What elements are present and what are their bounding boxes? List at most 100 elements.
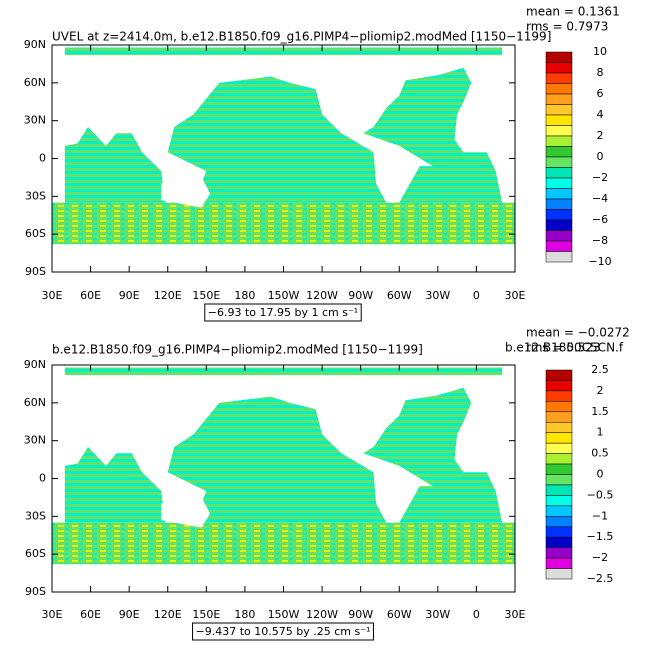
lon-label: 120E xyxy=(154,289,182,302)
colorbar-box xyxy=(545,188,573,200)
lon-label: 90E xyxy=(119,608,140,621)
lat-label: 90S xyxy=(25,585,46,598)
lon-label: 30W xyxy=(425,289,450,302)
lon-label: 90W xyxy=(348,608,373,621)
colorbar-box xyxy=(545,114,573,126)
colorbar-box xyxy=(545,240,573,252)
rms-label: rms = 0.7973 xyxy=(526,20,608,34)
colorbar-label: −1 xyxy=(592,509,608,522)
ocean-field xyxy=(363,387,503,523)
southern-ocean-field xyxy=(52,202,515,245)
lat-label: 60N xyxy=(24,396,46,409)
colorbar-label: 2.5 xyxy=(591,363,609,376)
colorbar-label: −10 xyxy=(588,255,611,268)
colorbar-label: −6 xyxy=(592,213,608,226)
ocean-field xyxy=(167,396,387,523)
lon-label: 180 xyxy=(234,289,255,302)
colorbar-box xyxy=(545,198,573,210)
lon-label: 30W xyxy=(425,608,450,621)
colorbar-box xyxy=(545,411,573,423)
colorbar-label: 0.5 xyxy=(591,447,609,460)
colorbar-box xyxy=(545,495,573,507)
lon-label: 120W xyxy=(306,289,338,302)
colorbar-box xyxy=(545,390,573,402)
lat-label: 60S xyxy=(25,227,46,240)
lon-label: 30E xyxy=(505,608,526,621)
arctic-field xyxy=(64,47,503,56)
colorbar-label: 2 xyxy=(597,384,604,397)
colorbar-label: 1.5 xyxy=(591,405,609,418)
lon-label: 90E xyxy=(119,289,140,302)
panel-title: UVEL at z=2414.0m, b.e12.B1850.f09_g16.P… xyxy=(52,30,551,44)
lon-label: 150W xyxy=(268,608,300,621)
colorbar-box xyxy=(545,474,573,486)
mean-label: mean = 0.1361 xyxy=(526,5,620,19)
colorbar-label: −8 xyxy=(592,234,608,247)
colorbar-box xyxy=(545,442,573,454)
colorbar-box xyxy=(545,51,573,63)
colorbar-box xyxy=(545,453,573,465)
colorbar-box xyxy=(545,125,573,137)
colorbar-box xyxy=(545,516,573,527)
lon-label: 60W xyxy=(387,608,412,621)
lat-label: 30S xyxy=(25,189,46,202)
colorbar-box xyxy=(545,536,573,548)
colorbar-box xyxy=(545,146,573,158)
colorbar-box xyxy=(545,230,573,242)
colorbar-box xyxy=(545,463,573,475)
ocean-field xyxy=(64,446,166,523)
lat-label: 30N xyxy=(24,114,46,127)
colorbar-label: 0 xyxy=(597,468,604,481)
colorbar-box xyxy=(545,380,573,392)
lat-label: 60S xyxy=(25,547,46,560)
colorbar-box xyxy=(545,83,573,95)
colorbar-label: 6 xyxy=(597,87,604,100)
lat-label: 0 xyxy=(39,472,46,485)
mean-label: mean = −0.0272 xyxy=(526,326,630,340)
rms-label: rms = 0.523 xyxy=(526,341,601,355)
colorbar-label: 1 xyxy=(597,426,604,439)
lat-label: 90N xyxy=(24,358,46,371)
colorbar-label: 4 xyxy=(597,108,604,121)
colorbar-box xyxy=(545,432,573,444)
lat-label: 30N xyxy=(24,434,46,447)
colorbar-box xyxy=(545,167,573,179)
lon-label: 0 xyxy=(473,289,480,302)
colorbar-box xyxy=(545,209,573,221)
lat-label: 30S xyxy=(25,509,46,522)
colorbar-box xyxy=(545,156,573,168)
colorbar-box xyxy=(545,93,573,105)
panel-title: b.e12.B1850.f09_g16.PIMP4−pliomip2.modMe… xyxy=(52,343,423,357)
ocean-field xyxy=(363,67,503,203)
lat-label: 60N xyxy=(24,76,46,89)
colorbar-box xyxy=(545,526,573,538)
colorbar-box xyxy=(545,401,573,413)
southern-ocean-field xyxy=(52,522,515,565)
ocean-field xyxy=(64,126,166,203)
colorbar-label: 10 xyxy=(593,45,607,58)
lon-label: 30E xyxy=(42,289,63,302)
colorbar-box xyxy=(545,72,573,84)
range-label: −6.93 to 17.95 by 1 cm s⁻¹ xyxy=(208,306,358,319)
lon-label: 150E xyxy=(192,608,220,621)
land xyxy=(161,493,211,528)
lon-label: 180 xyxy=(234,608,255,621)
range-box xyxy=(192,622,374,641)
colorbar-box xyxy=(545,369,573,381)
colorbar-label: −2.5 xyxy=(587,572,614,585)
colorbar-box xyxy=(545,557,573,569)
colorbar-label: −2 xyxy=(592,171,608,184)
lon-label: 120W xyxy=(306,608,338,621)
lon-label: 150E xyxy=(192,289,220,302)
colorbar-box xyxy=(545,568,573,580)
colorbar-box xyxy=(545,422,573,433)
lat-label: 90N xyxy=(24,38,46,51)
colorbar-box xyxy=(545,484,573,496)
lon-label: 30E xyxy=(42,608,63,621)
colorbar-box xyxy=(545,219,573,231)
colorbar-label: 8 xyxy=(597,66,604,79)
range-box xyxy=(204,303,362,322)
colorbar-box xyxy=(545,135,573,147)
lat-label: 90S xyxy=(25,265,46,278)
